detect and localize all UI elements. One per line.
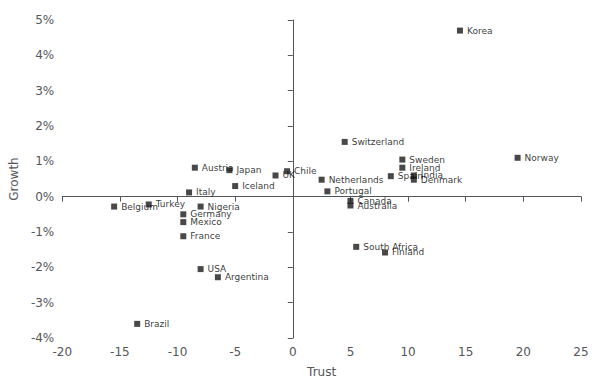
svg-text:-10: -10 <box>168 345 188 359</box>
svg-text:USA: USA <box>207 264 227 275</box>
svg-text:Trust: Trust <box>306 365 336 379</box>
svg-text:Finland: Finland <box>392 247 424 257</box>
svg-text:-4%: -4% <box>31 331 54 345</box>
svg-text:Portugal: Portugal <box>334 186 371 196</box>
svg-text:Denmark: Denmark <box>421 175 463 185</box>
svg-text:-15: -15 <box>110 345 130 359</box>
svg-text:5%: 5% <box>35 13 54 27</box>
svg-text:Germany: Germany <box>190 209 232 220</box>
svg-text:Switzerland: Switzerland <box>352 137 405 147</box>
svg-text:0: 0 <box>289 345 297 359</box>
svg-text:Sweden: Sweden <box>409 154 445 165</box>
svg-text:Spain: Spain <box>398 171 423 181</box>
svg-text:Austria: Austria <box>202 163 234 173</box>
svg-text:Iceland: Iceland <box>242 181 275 191</box>
svg-text:Ireland: Ireland <box>409 162 441 173</box>
svg-text:20: 20 <box>516 345 531 359</box>
svg-text:Netherlands: Netherlands <box>329 175 384 185</box>
svg-text:4%: 4% <box>35 48 54 62</box>
svg-text:10: 10 <box>400 345 415 359</box>
svg-text:0%: 0% <box>35 190 54 204</box>
svg-text:Turkey: Turkey <box>155 199 186 209</box>
svg-text:Argentina: Argentina <box>225 272 269 282</box>
svg-text:Growth: Growth <box>7 157 21 200</box>
svg-text:Nigeria: Nigeria <box>207 201 240 212</box>
svg-text:South Africa: South Africa <box>363 241 418 252</box>
svg-text:-3%: -3% <box>31 296 54 310</box>
svg-text:-20: -20 <box>52 345 72 359</box>
svg-text:Chile: Chile <box>294 166 317 176</box>
svg-text:Korea: Korea <box>467 26 493 36</box>
svg-text:25: 25 <box>573 345 588 359</box>
svg-text:-5: -5 <box>229 345 241 359</box>
svg-text:Norway: Norway <box>525 153 560 163</box>
svg-text:Japan: Japan <box>235 165 261 175</box>
svg-text:Mexico: Mexico <box>190 217 222 227</box>
svg-text:1%: 1% <box>35 154 54 168</box>
svg-text:Brazil: Brazil <box>144 319 169 329</box>
svg-text:UK: UK <box>283 170 297 180</box>
svg-text:3%: 3% <box>35 84 54 98</box>
svg-text:Australia: Australia <box>357 201 397 211</box>
svg-text:Belgium: Belgium <box>121 202 158 212</box>
svg-text:5: 5 <box>347 345 355 359</box>
svg-text:-2%: -2% <box>31 260 54 274</box>
svg-text:Italy: Italy <box>196 187 216 197</box>
svg-text:France: France <box>190 231 220 241</box>
svg-text:15: 15 <box>458 345 473 359</box>
svg-text:2%: 2% <box>35 119 54 133</box>
svg-text:-1%: -1% <box>31 225 54 239</box>
